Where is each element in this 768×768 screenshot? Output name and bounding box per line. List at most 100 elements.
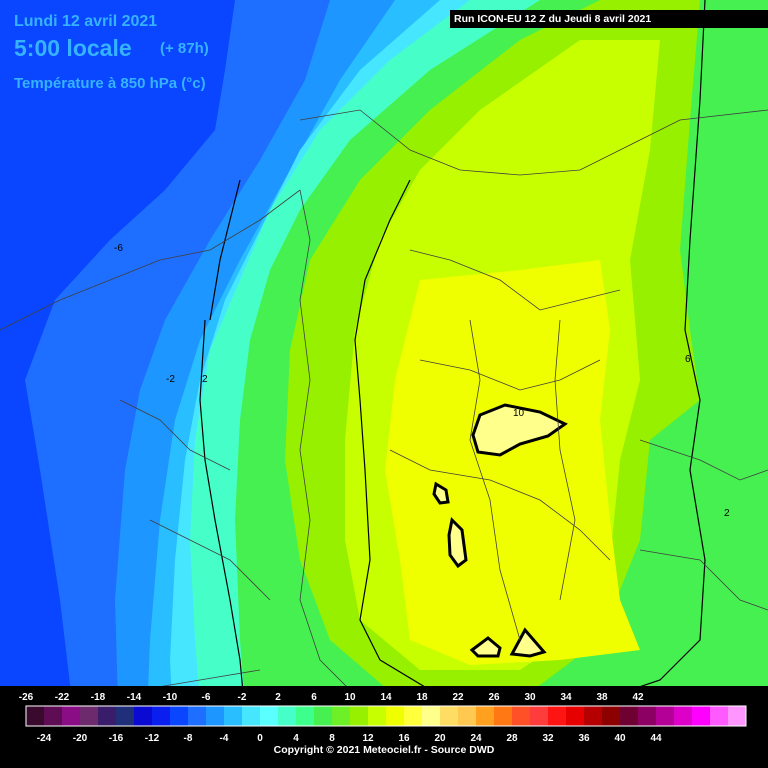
scale-bottom-label: 4 — [293, 733, 299, 744]
scale-swatch — [80, 706, 99, 726]
band-12-blob-c — [469, 636, 502, 658]
scale-bottom-label: 20 — [434, 733, 446, 744]
scale-top-label: -22 — [55, 692, 70, 703]
scale-top-label: 18 — [416, 692, 428, 703]
copyright-text: Copyright © 2021 Meteociel.fr - Source D… — [273, 744, 495, 756]
scale-top-label: 38 — [596, 692, 608, 703]
scale-swatch — [674, 706, 693, 726]
scale-swatch — [494, 706, 513, 726]
scale-swatch — [278, 706, 297, 726]
scale-swatch — [242, 706, 261, 726]
scale-top-label: 2 — [275, 692, 281, 703]
scale-top-label: 42 — [632, 692, 644, 703]
band-12-blob-a — [447, 516, 468, 569]
contour-label-2-west: 2 — [202, 374, 208, 385]
scale-bottom-label: -20 — [73, 733, 88, 744]
scale-top-labels: -26 -22 -18 -14 -10 -6 -2 2 6 10 14 18 22 26 30 34 38 42 — [19, 692, 644, 703]
forecast-lead-time: (+ 87h) — [160, 40, 209, 57]
scale-swatch — [350, 706, 369, 726]
scale-swatch — [206, 706, 225, 726]
scale-swatch — [296, 706, 315, 726]
scale-swatch — [602, 706, 621, 726]
scale-bottom-label: 8 — [329, 733, 335, 744]
scale-swatch — [224, 706, 243, 726]
contour-label-10: 10 — [513, 408, 525, 419]
scale-swatch — [476, 706, 495, 726]
forecast-time: 5:00 locale — [14, 35, 132, 61]
scale-swatch — [188, 706, 207, 726]
variable-title: Température à 850 hPa (°c) — [14, 75, 206, 92]
scale-swatch — [656, 706, 675, 726]
scale-swatch — [584, 706, 603, 726]
scale-swatch — [422, 706, 441, 726]
scale-top-label: -10 — [163, 692, 178, 703]
scale-swatch — [134, 706, 153, 726]
scale-swatch — [386, 706, 405, 726]
scale-swatch — [530, 706, 549, 726]
scale-swatch — [638, 706, 657, 726]
scale-swatch — [116, 706, 135, 726]
contour-label-minus6: -6 — [114, 243, 123, 254]
forecast-date: Lundi 12 avril 2021 — [14, 13, 158, 30]
scale-swatch — [548, 706, 567, 726]
scale-bottom-label: -16 — [109, 733, 124, 744]
scale-top-label: 26 — [488, 692, 500, 703]
scale-swatch — [98, 706, 117, 726]
band-10 — [385, 260, 640, 665]
scale-top-label: 30 — [524, 692, 536, 703]
contour-label-2-east: 2 — [724, 508, 730, 519]
scale-top-label: 10 — [344, 692, 356, 703]
scale-top-label: -18 — [91, 692, 106, 703]
scale-swatch — [458, 706, 477, 726]
scale-top-label: -2 — [238, 692, 247, 703]
contour-label-6: 6 — [685, 354, 691, 365]
band-12-blob-d — [509, 627, 547, 658]
scale-swatch — [368, 706, 387, 726]
scale-bottom-labels: -24 -20 -16 -12 -8 -4 0 4 8 12 16 20 24 28 32 36 40 44 — [37, 733, 662, 744]
scale-swatch — [692, 706, 711, 726]
scale-swatch — [512, 706, 531, 726]
scale-swatch — [728, 706, 747, 726]
scale-bottom-label: -12 — [145, 733, 160, 744]
scale-swatch — [26, 706, 45, 726]
scale-bottom-label: 28 — [506, 733, 518, 744]
scale-bottom-label: 40 — [614, 733, 626, 744]
scale-outline — [25, 705, 747, 727]
scale-swatch — [260, 706, 279, 726]
scale-swatch — [710, 706, 729, 726]
scale-backdrop — [0, 686, 768, 768]
scale-bottom-label: 36 — [578, 733, 590, 744]
colour-scale — [25, 705, 747, 727]
scale-bottom-label: 12 — [362, 733, 374, 744]
scale-top-label: 6 — [311, 692, 317, 703]
scale-swatch — [566, 706, 585, 726]
scale-bottom-label: 32 — [542, 733, 554, 744]
scale-bottom-label: 24 — [470, 733, 482, 744]
scale-bottom-label: 16 — [398, 733, 410, 744]
band-12-blob-b — [432, 481, 450, 505]
scale-top-label: -6 — [202, 692, 211, 703]
scale-bottom-label: -24 — [37, 733, 52, 744]
scale-top-label: 14 — [380, 692, 392, 703]
scale-top-label: -14 — [127, 692, 142, 703]
scale-swatch — [440, 706, 459, 726]
scale-bottom-label: 44 — [650, 733, 662, 744]
band-12 — [471, 403, 568, 457]
band-4-east — [660, 0, 768, 768]
scale-top-label: 22 — [452, 692, 464, 703]
scale-swatch — [62, 706, 81, 726]
contour-label-minus2: -2 — [166, 374, 175, 385]
scale-top-label: 34 — [560, 692, 572, 703]
scale-swatch — [620, 706, 639, 726]
run-info: Run ICON-EU 12 Z du Jeudi 8 avril 2021 — [450, 10, 768, 28]
scale-swatch — [404, 706, 423, 726]
scale-bottom-label: 0 — [257, 733, 263, 744]
scale-swatch — [314, 706, 333, 726]
scale-swatch — [332, 706, 351, 726]
scale-swatch — [170, 706, 189, 726]
scale-bottom-label: -4 — [220, 733, 229, 744]
scale-swatch — [44, 706, 63, 726]
scale-top-label: -26 — [19, 692, 34, 703]
